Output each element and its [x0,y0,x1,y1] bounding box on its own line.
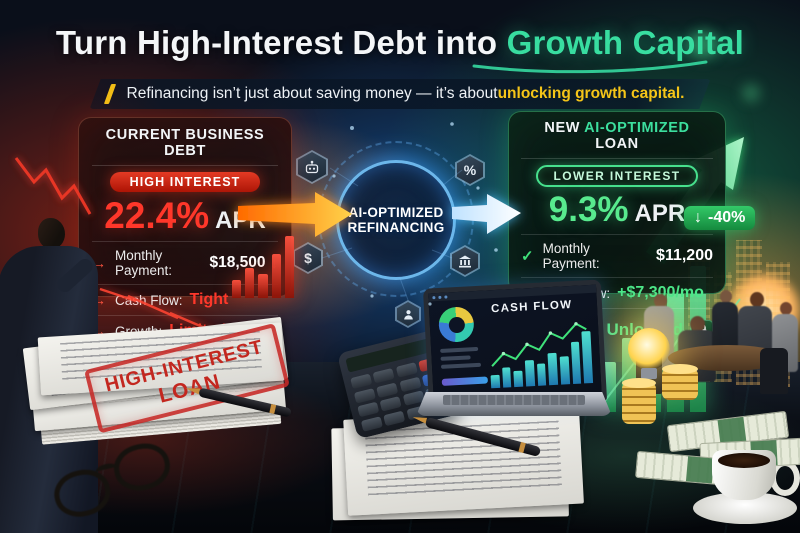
lightbulb [628,328,670,370]
robot-icon [296,150,328,184]
subtitle-banner: Refinancing isn’t just about saving mone… [89,79,711,109]
coffee-cup [712,450,776,500]
new-apr-value: 9.3% [548,190,629,229]
high-interest-badge: HIGH INTEREST [109,172,261,192]
coin-stack [662,364,698,400]
debt-row-cash-flow: → Cash Flow: Tight [92,284,278,315]
businessman-head [38,218,65,249]
arrow-right-icon: → [92,255,106,271]
down-arrow-icon: ↓ [694,209,702,226]
laptop: CASH FLOW [416,279,612,430]
office-chair [760,348,788,394]
row-value: Tight [189,291,229,308]
widget-bar [440,346,479,353]
ai-optimized-highlight: AI-OPTIMIZED [584,120,690,136]
dollar-icon: $ [293,242,323,274]
row-value: $18,500 [209,254,266,271]
check-icon: ✓ [521,248,534,265]
lower-interest-badge: LOWER INTEREST [535,165,699,187]
subtitle-text: Refinancing isn’t just about saving mone… [126,85,498,102]
ring-label-line2: REFINANCING [347,220,445,235]
current-apr: 22.4% APR [92,195,278,237]
row-label: Monthly Payment: [115,248,173,278]
ai-refinancing-ring: AI-OPTIMIZED REFINANCING [336,160,456,280]
title-word: NEW [544,120,585,136]
donut-chart [437,306,475,343]
savings-badge: ↓ -40% [684,206,756,230]
title-highlight: Growth Capital [506,24,745,61]
percent-icon: % [455,154,485,186]
current-apr-value: 22.4% [104,195,210,236]
widget-bar [440,355,471,361]
row-label: Monthly Payment: [542,241,600,271]
bank-icon [450,245,480,277]
subtitle-slash-icon [103,84,117,104]
current-debt-panel: CURRENT BUSINESS DEBT HIGH INTEREST 22.4… [78,117,292,339]
laptop-keyboard-base [416,392,612,416]
cash-flow-dashboard-title: CASH FLOW [490,298,573,316]
row-label: Cash Flow: [115,292,183,308]
coin-stack [622,378,656,424]
title-prefix: Turn High-Interest Debt into [55,24,507,61]
down-arrow-icon: ↓ [270,254,279,272]
ring-label-line1: AI-OPTIMIZED [348,205,444,220]
page-title: Turn High-Interest Debt into Growth Capi… [0,24,800,62]
current-apr-unit: APR [215,207,266,234]
gradient-widget [441,376,488,386]
new-loan-title: NEW AI-OPTIMIZED LOAN [521,120,713,159]
laptop-screen: CASH FLOW [422,279,608,411]
bokeh-dot [742,84,760,102]
new-apr-unit: APR [634,200,686,227]
cash-flow-line-chart [491,322,587,367]
savings-value: -40% [708,209,746,226]
title-word: LOAN [595,136,639,152]
row-value: $11,200 [656,247,713,264]
new-loan-panel: NEW AI-OPTIMIZED LOAN LOWER INTEREST 9.3… [508,111,726,345]
widget-bar [440,362,482,369]
subtitle-highlight: unlocking growth capital. [497,85,685,102]
arrow-right-icon: → [92,292,106,308]
current-debt-title: CURRENT BUSINESS DEBT [92,127,278,166]
debt-row-monthly-payment: → Monthly Payment: $18,500 ↓ [92,241,278,284]
